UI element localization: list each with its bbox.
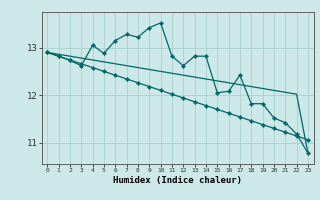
X-axis label: Humidex (Indice chaleur): Humidex (Indice chaleur) bbox=[113, 176, 242, 185]
